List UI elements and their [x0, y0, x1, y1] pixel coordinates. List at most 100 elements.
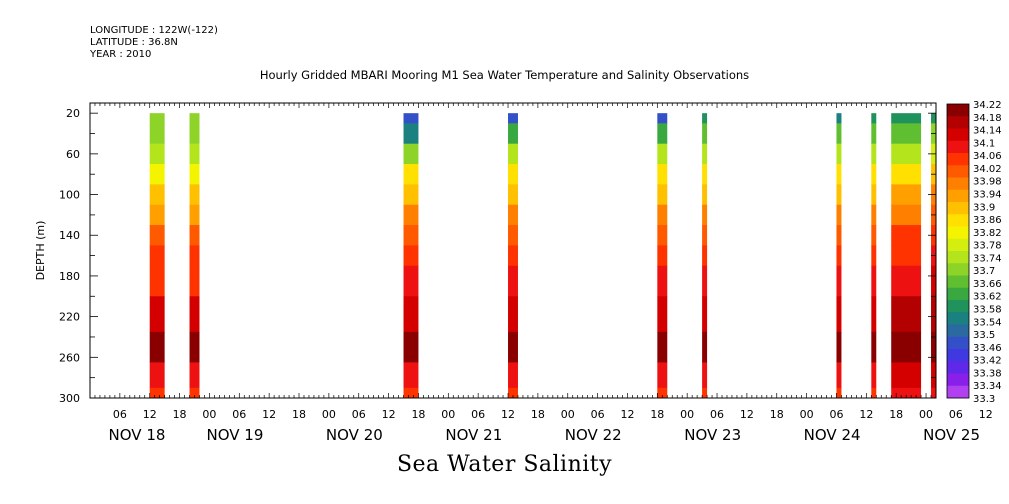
colorbar-swatch: [947, 214, 969, 227]
salinity-cell: [149, 296, 165, 333]
salinity-cell: [657, 331, 668, 363]
salinity-cell: [836, 265, 842, 297]
salinity-cell: [189, 184, 200, 206]
x-hour-label: 00: [680, 408, 694, 421]
x-hour-label: 06: [949, 408, 963, 421]
salinity-cell: [149, 164, 165, 185]
longitude-label: LONGITUDE : 122W(-122): [90, 25, 218, 36]
x-date-label: NOV 22: [565, 426, 622, 444]
salinity-cell: [702, 123, 708, 145]
salinity-cell: [189, 113, 200, 124]
salinity-cell: [403, 387, 419, 399]
salinity-cell: [891, 164, 922, 185]
x-hour-label: 12: [859, 408, 873, 421]
colorbar-label: 33.78: [973, 241, 1002, 252]
salinity-cell: [508, 164, 518, 185]
salinity-cell: [836, 143, 842, 165]
salinity-cell: [657, 164, 668, 185]
salinity-cell: [836, 225, 842, 246]
salinity-cell: [508, 265, 518, 297]
salinity-cell: [189, 164, 200, 185]
salinity-cell: [871, 265, 877, 297]
x-date-label: NOV 18: [109, 426, 166, 444]
salinity-cell: [508, 331, 518, 363]
salinity-cell: [189, 204, 200, 226]
salinity-cell: [149, 245, 165, 267]
salinity-cell: [149, 362, 165, 389]
salinity-cell: [403, 331, 419, 363]
salinity-cell: [702, 143, 708, 165]
latitude-label: LATITUDE : 36.8N: [90, 37, 178, 48]
salinity-cell: [702, 331, 708, 363]
colorbar-label: 34.22: [973, 100, 1002, 111]
colorbar-label: 33.3: [973, 394, 995, 405]
salinity-cell: [189, 362, 200, 389]
x-hour-label: 00: [800, 408, 814, 421]
salinity-cell: [871, 143, 877, 165]
y-tick-label: 300: [59, 392, 80, 405]
salinity-cell: [871, 387, 877, 399]
x-hour-label: 18: [173, 408, 187, 421]
x-hour-label: 00: [919, 408, 933, 421]
colorbar-swatch: [947, 251, 969, 264]
salinity-cell: [702, 113, 708, 124]
x-hour-label: 18: [770, 408, 784, 421]
x-hour-label: 06: [829, 408, 843, 421]
x-hour-label: 06: [232, 408, 246, 421]
salinity-cell: [871, 225, 877, 246]
salinity-cell: [508, 296, 518, 333]
salinity-cell: [657, 296, 668, 333]
x-hour-label: 00: [322, 408, 336, 421]
salinity-cell: [403, 123, 419, 145]
salinity-cell: [403, 113, 419, 124]
salinity-cell: [657, 265, 668, 297]
salinity-cell: [508, 225, 518, 246]
x-hour-label: 18: [531, 408, 545, 421]
salinity-cell: [403, 204, 419, 226]
salinity-cell: [702, 265, 708, 297]
salinity-cell: [149, 265, 165, 297]
x-hour-label: 18: [411, 408, 425, 421]
salinity-cell: [836, 331, 842, 363]
x-hour-label: 00: [561, 408, 575, 421]
salinity-cell: [891, 123, 922, 145]
salinity-cell: [871, 184, 877, 206]
salinity-cell: [891, 113, 922, 124]
x-hour-label: 06: [352, 408, 366, 421]
x-hour-label: 12: [979, 408, 993, 421]
colorbar-label: 33.74: [973, 253, 1002, 264]
colorbar-swatch: [947, 349, 969, 362]
x-hour-label: 12: [501, 408, 515, 421]
salinity-cell: [891, 245, 922, 267]
salinity-cell: [702, 245, 708, 267]
colorbar-swatch: [947, 287, 969, 301]
salinity-cell: [931, 331, 936, 363]
salinity-cell: [702, 387, 708, 399]
x-date-label: NOV 19: [207, 426, 264, 444]
x-hour-label: 06: [471, 408, 485, 421]
salinity-cell: [871, 113, 877, 124]
salinity-cell: [403, 362, 419, 389]
salinity-cell: [508, 143, 518, 165]
x-hour-label: 18: [292, 408, 306, 421]
salinity-cell: [836, 113, 842, 124]
x-date-label: NOV 24: [804, 426, 861, 444]
x-date-label: NOV 25: [923, 426, 980, 444]
salinity-cell: [891, 331, 922, 363]
salinity-cell: [836, 204, 842, 226]
colorbar-swatch: [947, 202, 969, 215]
salinity-cell: [891, 265, 922, 297]
salinity-cell: [657, 204, 668, 226]
colorbar-swatch: [947, 361, 969, 374]
x-hour-label: 00: [202, 408, 216, 421]
salinity-cell: [871, 245, 877, 267]
salinity-cell: [149, 123, 165, 145]
x-date-label: NOV 21: [445, 426, 502, 444]
y-tick-label: 180: [59, 270, 80, 283]
colorbar-label: 33.38: [973, 368, 1002, 379]
colorbar-label: 33.9: [973, 202, 995, 213]
salinity-cell: [149, 184, 165, 206]
salinity-cell: [403, 143, 419, 165]
chart-title: Hourly Gridded MBARI Mooring M1 Sea Wate…: [259, 68, 750, 82]
